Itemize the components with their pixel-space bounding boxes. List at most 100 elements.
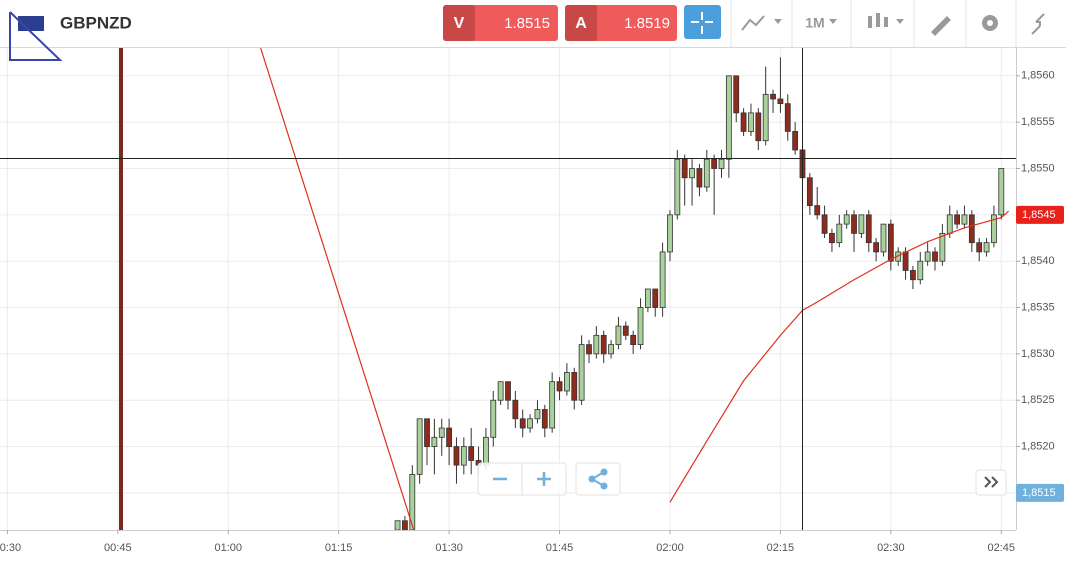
dropdown-arrow [829,19,837,24]
candle-body [910,270,916,281]
candle-body [961,214,968,225]
candle-body [416,418,423,475]
candle-body [777,98,784,105]
candle-body [586,344,592,355]
candle-body [549,381,556,429]
crosshair-bg [684,5,721,39]
candle-body [784,103,791,132]
candle-body [755,112,762,142]
candle-body [438,427,445,438]
candle-icon [884,17,888,27]
x-tick-label: 01:45 [546,542,574,554]
candle-body [563,372,570,392]
candle-body [556,381,563,392]
drawing-tool [9,11,63,61]
share-box [575,462,621,496]
symbol: GBPNZD [60,13,132,32]
settings-hole [987,20,993,26]
timeframe[interactable]: 1M [805,15,824,31]
y-tick-label: 1,8530 [1021,348,1055,360]
scroll-right-icon [984,476,999,488]
candle-body [608,344,614,355]
candle-body [718,158,725,169]
candle-body [600,334,607,355]
candle-body [873,242,880,253]
zoom-in[interactable] [537,472,551,486]
y-tick-label: 1,8560 [1021,70,1055,82]
zoom-controls [477,462,1007,496]
candle-body [696,168,703,188]
price-label: 1,8515 [1022,487,1056,499]
candle-body [814,205,821,216]
candle-body [880,223,887,253]
collapse-icon[interactable] [1031,13,1045,35]
candle-body [674,158,681,216]
candle-body [733,75,740,114]
candle-body [593,334,600,355]
crosshair-icon [691,12,713,34]
candle-body [762,93,769,142]
crosshair-button[interactable] [684,5,721,39]
candle-body [402,520,408,530]
candle-body [644,288,651,308]
y-tick-label: 1,8550 [1021,162,1055,174]
candle-body [571,372,578,401]
sell-button[interactable]: V 1.8515 [443,5,558,41]
y-tick-label: 1,8525 [1021,394,1055,406]
y-tick-label: 1,8540 [1021,255,1055,267]
candle-body [976,242,983,253]
buy-label: A [575,15,587,32]
candle-body [865,214,872,244]
x-tick-label: 00:45 [104,542,132,554]
x-tick-label: 02:15 [767,542,795,554]
price-label-box [1016,483,1064,502]
candle-body [946,214,953,234]
x-tick-label: 00:30 [0,542,21,554]
share-icon[interactable] [588,468,608,490]
candle-body [998,168,1005,216]
buy-tag [565,5,597,41]
candle-body [806,177,813,206]
x-tick-label: 02:30 [877,542,905,554]
candle-icon[interactable] [868,16,872,28]
candle-body [829,232,835,244]
candle-body [615,325,622,346]
candle-body [497,381,504,401]
sell-label: V [454,15,465,32]
candle-body [689,168,695,179]
x-tick-label: 01:15 [325,542,353,554]
candle-body [534,409,541,420]
candle-body [836,223,843,244]
candle-body [527,418,533,429]
candle-body [851,214,857,234]
y-tick-label: 1,8520 [1021,440,1055,452]
x-tick-label: 02:45 [988,542,1016,554]
candle-body [630,334,637,346]
candle-body [843,214,850,225]
indicator-icon[interactable] [741,15,765,31]
candle-body [490,399,497,438]
candle-body [991,214,997,244]
candle-body [792,131,799,151]
y-tick-label: 1,8535 [1021,301,1055,313]
buy-button[interactable]: A 1.8519 [565,5,677,41]
candle-body [858,214,865,234]
scroll-right-box[interactable] [975,469,1007,496]
candle-body [711,158,718,169]
draw-icon[interactable] [931,16,951,36]
candle-body [740,112,747,132]
toolbar-icons [741,13,1045,36]
candle-body [446,427,453,447]
candle-body [541,409,548,429]
candle-body [924,251,931,262]
candle-body [725,75,732,160]
x-tick-label: 01:30 [435,542,463,554]
y-tick-label: 1,8555 [1021,116,1055,128]
candle-body [821,214,828,234]
candle-body [453,446,460,466]
vertical-marker [119,48,123,530]
dropdown-arrow [896,19,904,24]
candle-body [887,223,894,262]
candle-body [939,232,946,262]
candle-body [483,436,489,466]
